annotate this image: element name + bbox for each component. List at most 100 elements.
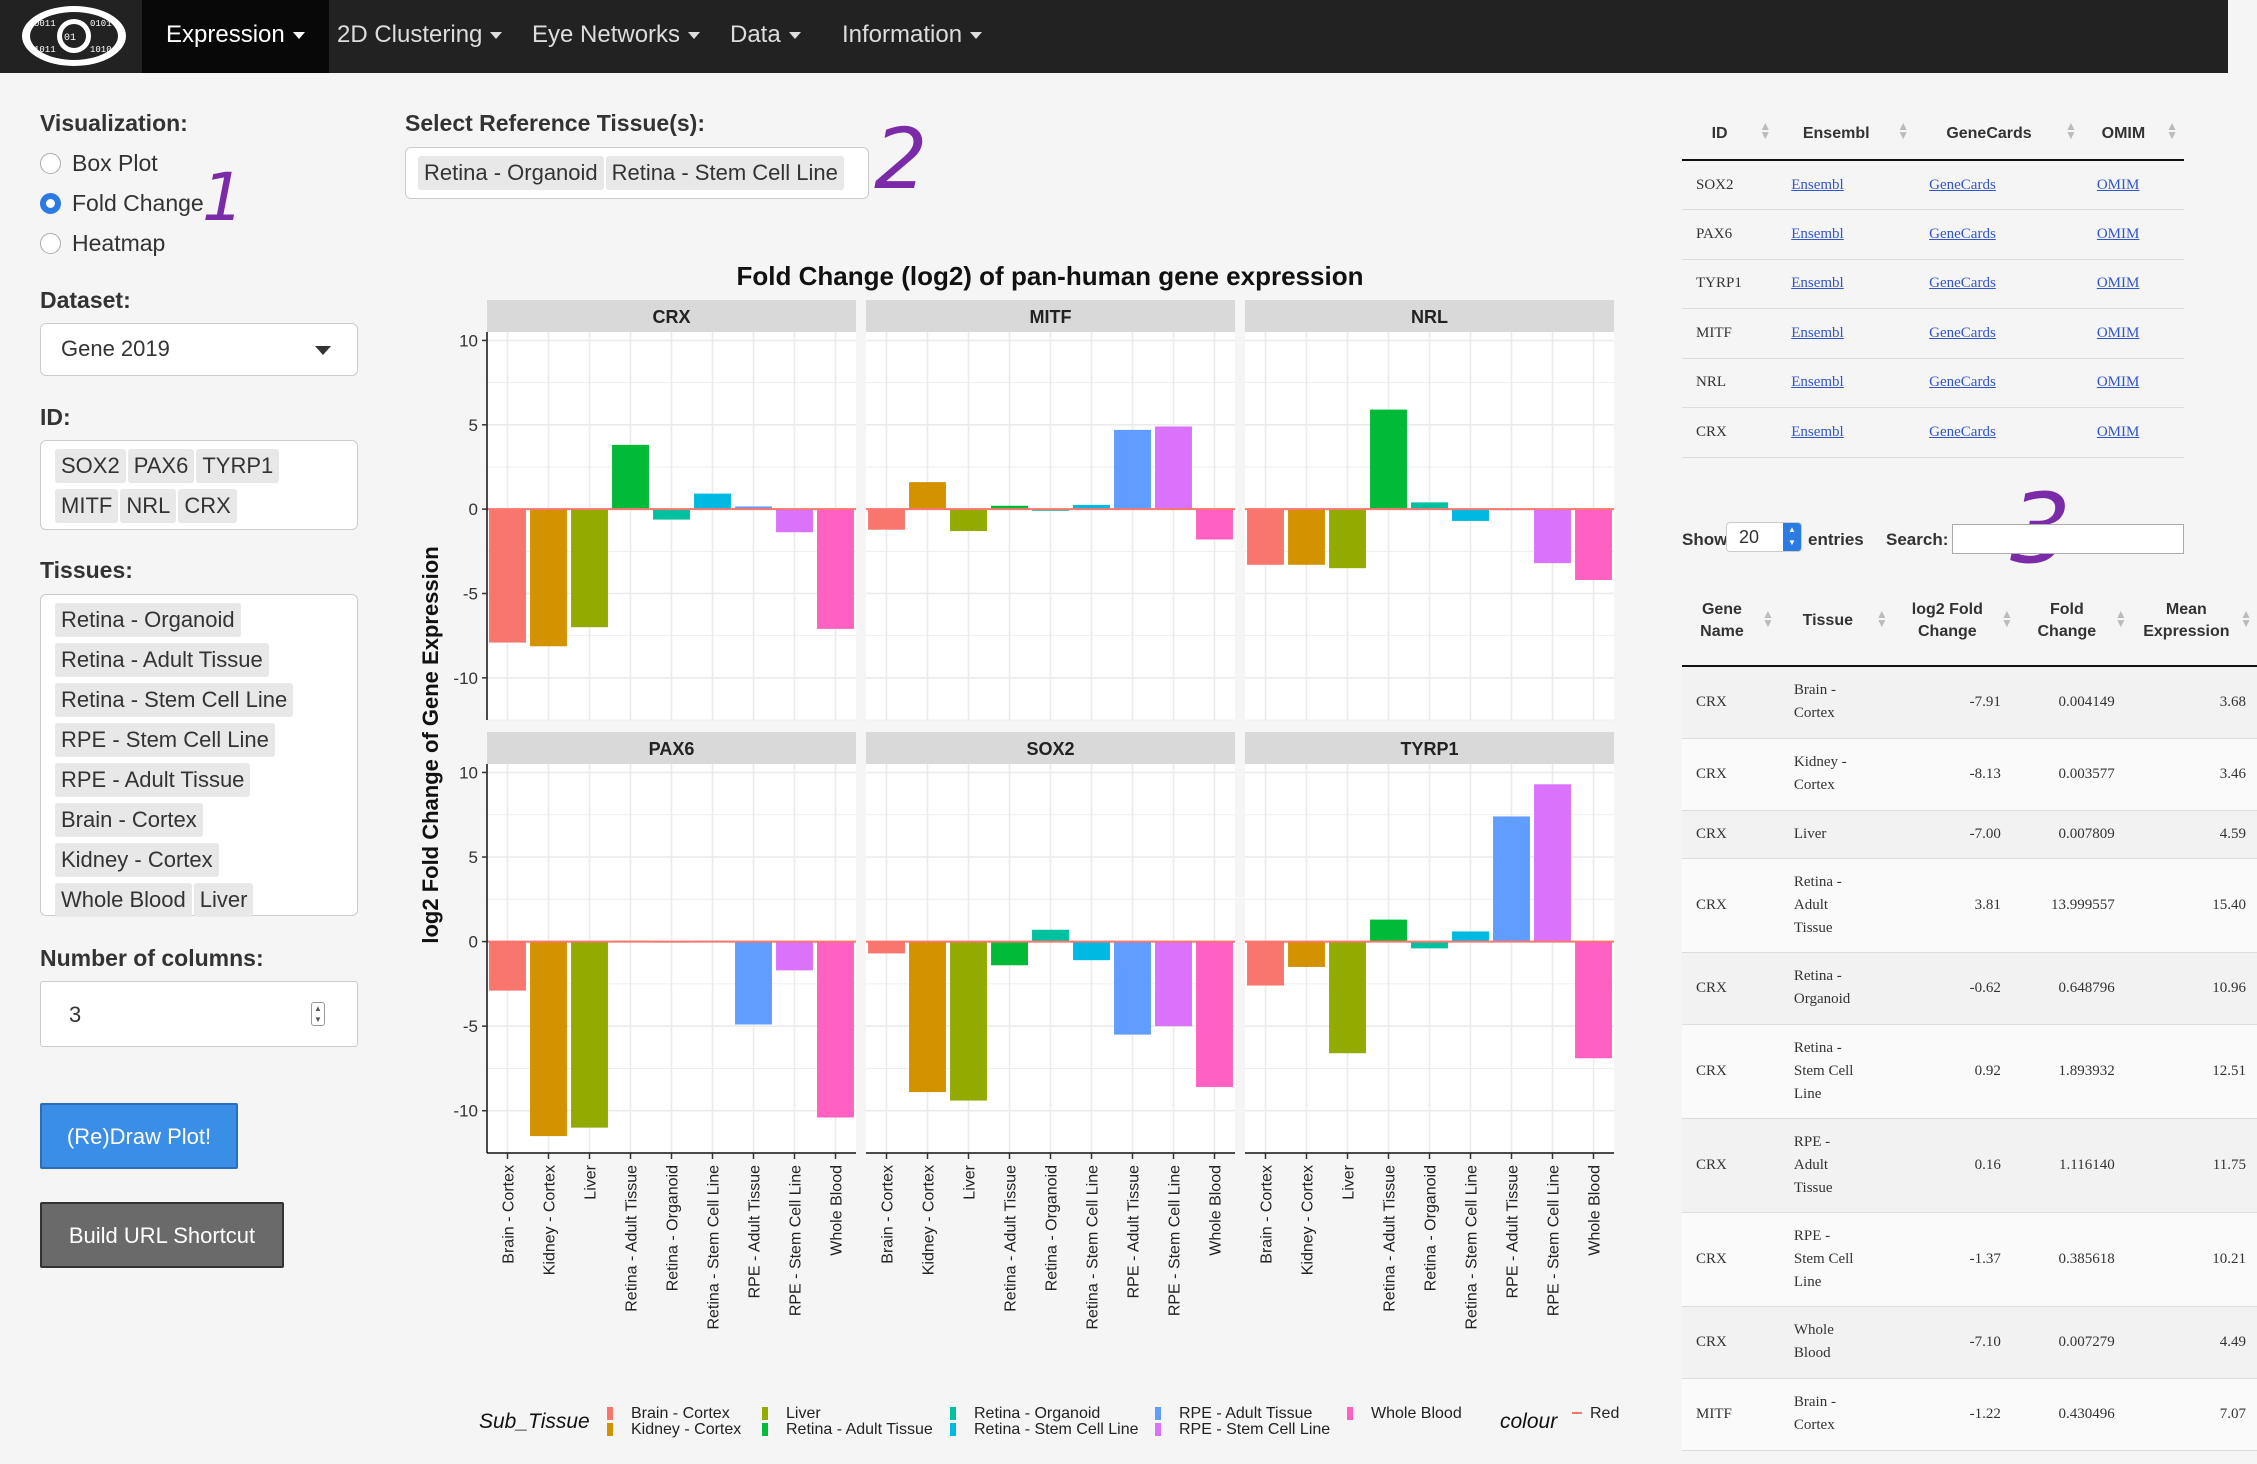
column-header[interactable]: Fold Change ▲ ▼ (2018, 576, 2133, 667)
sort-icon: ▲ ▼ (1875, 607, 1888, 630)
selected-chip[interactable]: Retina - Stem Cell Line (605, 156, 844, 190)
selected-chip[interactable]: PAX6 (127, 449, 195, 483)
external-link[interactable]: GeneCards (1929, 225, 1996, 242)
selected-chip[interactable]: CRX (178, 489, 237, 523)
selected-chip[interactable]: Brain - Cortex (55, 803, 203, 837)
selected-chip[interactable]: Liver (193, 883, 254, 917)
column-header[interactable]: Tissue ▲ ▼ (1779, 576, 1894, 667)
external-link[interactable]: Ensembl (1791, 275, 1844, 292)
table-row: CRX RPE - Stem Cell Line -1.37 0.385618 10.2… (1682, 1212, 2257, 1307)
colour-legend-title: colour (1500, 1410, 1558, 1433)
selected-chip[interactable]: Retina - Organoid (55, 603, 241, 637)
facet-label: PAX6 (649, 739, 695, 759)
colour-legend-label: Red (1590, 1405, 1619, 1422)
external-link[interactable]: GeneCards (1929, 324, 1996, 341)
external-link[interactable]: OMIM (2096, 275, 2140, 292)
table-cell: Ensembl (1777, 160, 1916, 210)
column-header[interactable]: Ensembl ▲ ▼ (1777, 108, 1916, 161)
reference-tissue-label: Select Reference Tissue(s): (405, 110, 705, 136)
header-label: OMIM (2101, 124, 2146, 142)
external-link[interactable]: GeneCards (1929, 176, 1996, 193)
dataset-value: Gene 2019 (61, 336, 170, 361)
external-link[interactable]: GeneCards (1929, 423, 1996, 440)
external-link[interactable]: Ensembl (1791, 374, 1844, 391)
selected-chip[interactable]: TYRP1 (196, 449, 280, 483)
selected-chip[interactable]: RPE - Adult Tissue (55, 763, 251, 797)
draw-plot-button[interactable]: (Re)Draw Plot! (40, 1103, 238, 1169)
nav-data[interactable]: Data (706, 0, 825, 73)
ncol-input[interactable]: 3 ▲ ▼ (40, 981, 358, 1047)
nav-eye-networks[interactable]: Eye Networks (508, 0, 724, 73)
radio-heatmap[interactable]: Heatmap (40, 227, 165, 259)
legend-label: Liver (786, 1405, 821, 1422)
nav-expression[interactable]: Expression (142, 0, 329, 73)
external-link[interactable]: Ensembl (1791, 324, 1844, 341)
id-multiselect[interactable]: SOX2 PAX6 TYRP1 MITF NRL CRX (40, 440, 358, 530)
cell-value: CRX (1696, 1250, 1727, 1267)
bar (776, 509, 813, 533)
selected-chip[interactable]: Whole Blood (55, 883, 192, 917)
selected-chip[interactable]: Retina - Organoid (418, 156, 604, 190)
caret-down-icon (292, 32, 305, 40)
column-header[interactable]: Gene Name ▲ ▼ (1682, 576, 1780, 667)
bar (1452, 931, 1489, 942)
external-link[interactable]: Ensembl (1791, 225, 1844, 242)
external-link[interactable]: Ensembl (1791, 423, 1844, 440)
gene-id: SOX2 (1696, 176, 1734, 193)
column-header[interactable]: ID ▲ ▼ (1682, 108, 1778, 161)
selected-chip[interactable]: MITF (55, 489, 119, 523)
external-link[interactable]: GeneCards (1929, 275, 1996, 292)
radio-fold-change[interactable]: Fold Change (40, 187, 204, 219)
x-tick-label: Retina - Stem Cell Line (1085, 1165, 1102, 1330)
x-tick-label: Kidney - Cortex (542, 1165, 559, 1275)
column-header[interactable]: log2 Fold Change ▲ ▼ (1893, 576, 2019, 667)
eye-logo-icon[interactable]: 0011 0101 1011 1010 01 (20, 4, 128, 68)
external-link[interactable]: OMIM (2096, 176, 2140, 193)
external-link[interactable]: OMIM (2096, 225, 2140, 242)
table-cell: 4.49 (2132, 1306, 2257, 1379)
search-input[interactable] (1952, 524, 2184, 554)
bar (1534, 784, 1571, 942)
external-link[interactable]: OMIM (2096, 324, 2140, 341)
external-link[interactable]: Ensembl (1791, 176, 1844, 193)
column-header[interactable]: OMIM ▲ ▼ (2082, 108, 2184, 161)
table-cell: 0.385618 (2018, 1212, 2133, 1307)
radio-dot[interactable] (40, 153, 61, 174)
selected-chip[interactable]: Retina - Stem Cell Line (55, 683, 294, 717)
selected-chip[interactable]: NRL (120, 489, 177, 523)
selected-chip[interactable]: SOX2 (55, 449, 126, 483)
selected-chip[interactable]: RPE - Stem Cell Line (55, 723, 275, 757)
y-axis-label: log2 Fold Change of Gene Expression (418, 546, 443, 943)
nav-2d-clustering[interactable]: 2D Clustering (313, 0, 526, 73)
cell-value: Retina - Organoid (1793, 968, 1851, 1007)
external-link[interactable]: OMIM (2096, 374, 2140, 391)
cell-value: 0.16 (1974, 1156, 2001, 1173)
cell-value: 10.96 (2212, 979, 2246, 996)
stepper-icon[interactable]: ▲ ▼ (311, 1002, 325, 1026)
radio-dot-selected[interactable] (40, 193, 61, 214)
x-tick-label: Kidney - Cortex (921, 1165, 938, 1275)
build-url-button[interactable]: Build URL Shortcut (40, 1202, 284, 1268)
radio-box-plot[interactable]: Box Plot (40, 147, 158, 179)
external-link[interactable]: GeneCards (1929, 374, 1996, 391)
bar (571, 509, 608, 628)
dataset-select[interactable]: Gene 2019 (40, 323, 358, 376)
table-cell: MITF (1682, 308, 1778, 359)
radio-dot[interactable] (40, 233, 61, 254)
column-header[interactable]: Mean Expression ▲ ▼ (2132, 576, 2257, 667)
cell-value: Brain - Cortex (1793, 682, 1836, 722)
caret-down-icon (788, 32, 801, 40)
annotation-2: 2 (874, 110, 927, 208)
entries-select[interactable]: 20 ▲ ▼ (1726, 522, 1802, 552)
column-header[interactable]: GeneCards ▲ ▼ (1915, 108, 2083, 161)
table-cell: 3.81 (1893, 858, 2019, 953)
selected-chip[interactable]: Kidney - Cortex (55, 843, 219, 877)
external-link[interactable]: OMIM (2096, 423, 2140, 440)
spinner-icon: ▲ ▼ (1783, 523, 1801, 551)
tissues-multiselect[interactable]: Retina - Organoid Retina - Adult Tissue Re… (40, 594, 358, 917)
table-cell: OMIM (2082, 259, 2184, 309)
ncol-value: 3 (69, 1002, 82, 1027)
selected-chip[interactable]: Retina - Adult Tissue (55, 643, 269, 677)
nav-information[interactable]: Information (818, 0, 1006, 73)
reference-tissue-select[interactable]: Retina - Organoid Retina - Stem Cell Line (405, 147, 869, 199)
